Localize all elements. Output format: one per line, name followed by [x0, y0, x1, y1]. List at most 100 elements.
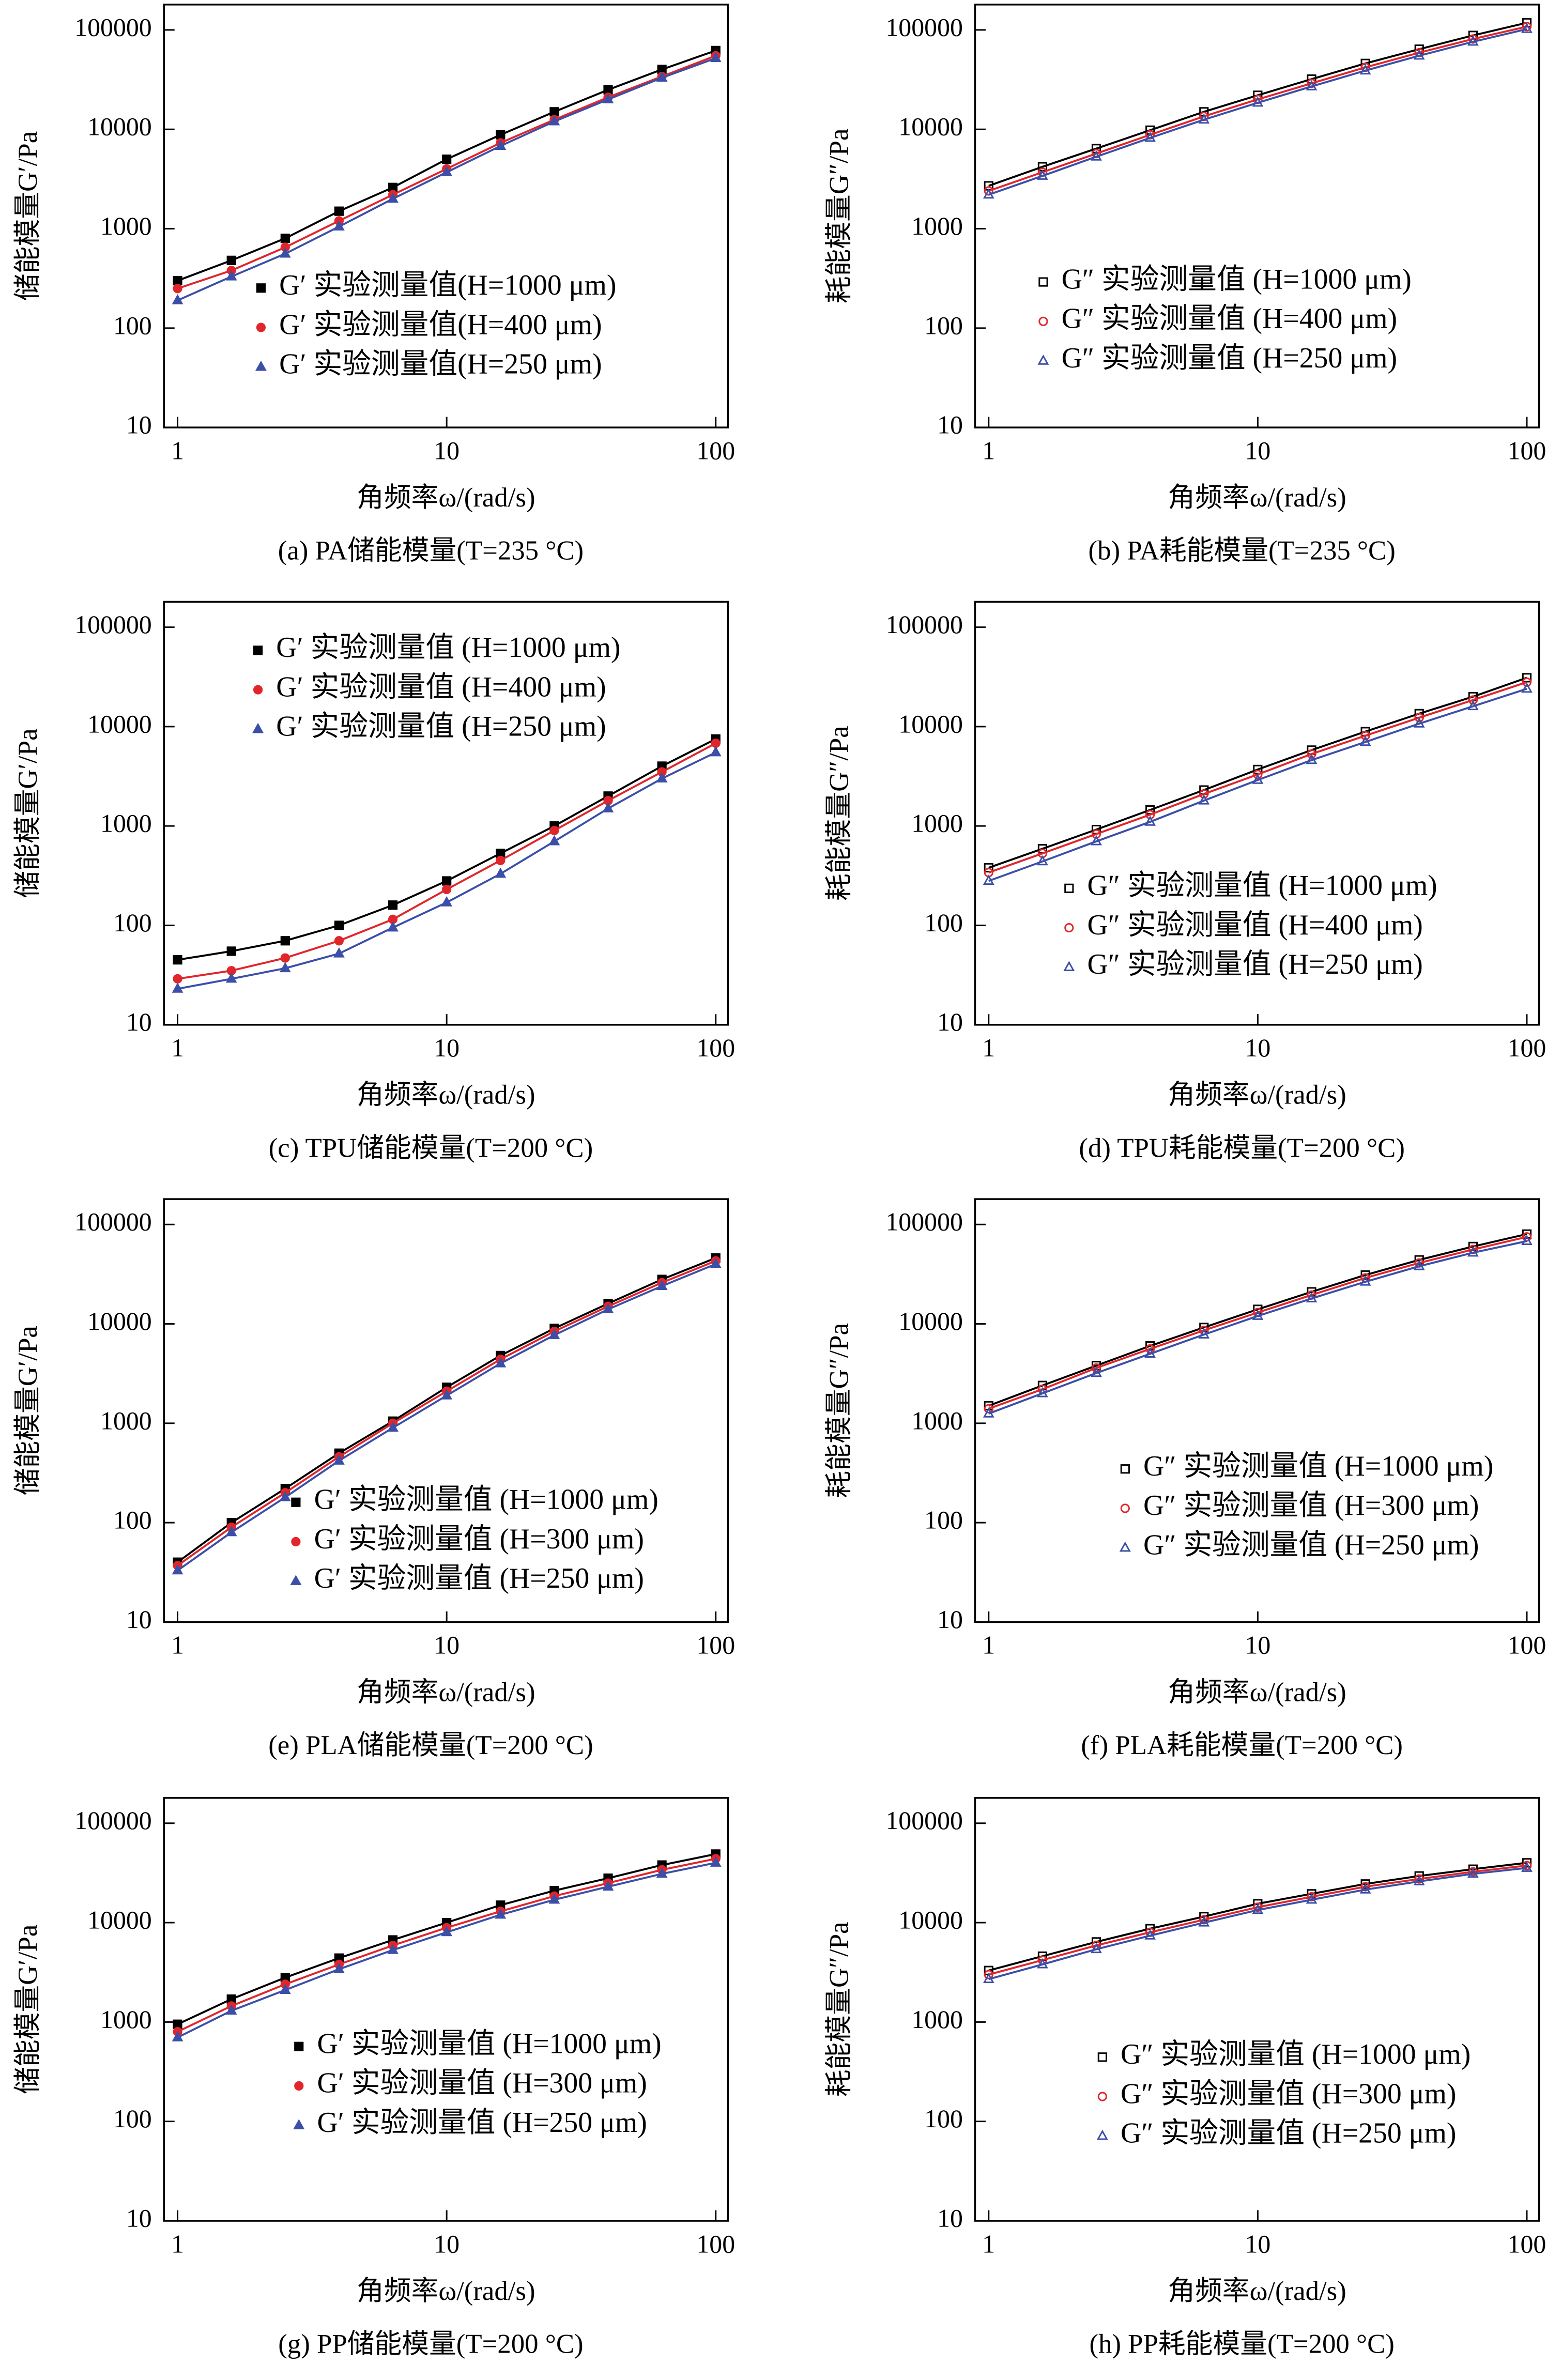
panel: 1 10 100 10 100 1000 10000 100000 角频率ω/(rad/s) 储能…	[13, 1198, 735, 1760]
marker	[1144, 1929, 1156, 1940]
legend-symbol	[256, 283, 266, 293]
y-tick-label: 100	[924, 909, 963, 937]
marker	[602, 1303, 614, 1313]
marker	[1414, 713, 1424, 723]
marker	[172, 294, 183, 304]
legend-symbol	[1064, 923, 1074, 933]
marker	[1360, 731, 1370, 741]
marker	[172, 1564, 183, 1575]
marker	[983, 1407, 994, 1418]
x-tick-label: 10	[1245, 1034, 1270, 1062]
fit-line	[177, 1260, 716, 1567]
y-axis-label: 储能模量G′/Pa	[13, 131, 43, 301]
marker	[333, 1962, 345, 1973]
marker	[334, 936, 344, 946]
marker	[602, 93, 614, 103]
marker	[1091, 1366, 1102, 1377]
x-axis-label: 角频率ω/(rad/s)	[357, 1080, 535, 1110]
legend-marker	[253, 685, 263, 695]
panel: 1 10 100 10 100 1000 10000 100000 角频率ω/(rad/s) 储能…	[13, 1796, 735, 2359]
marker	[173, 974, 182, 984]
marker	[1199, 1915, 1209, 1925]
legend-marker	[256, 283, 266, 293]
legend-marker	[253, 646, 263, 655]
y-tick-label: 1000	[911, 809, 963, 838]
marker	[1198, 1916, 1210, 1927]
legend-symbol	[253, 685, 263, 695]
marker	[548, 115, 560, 126]
marker	[226, 946, 236, 956]
x-tick-label: 100	[1508, 2230, 1546, 2258]
marker	[1306, 80, 1318, 90]
x-axis-label: 角频率ω/(rad/s)	[1168, 1677, 1346, 1707]
marker	[1144, 816, 1156, 826]
legend-symbol	[1097, 2092, 1107, 2101]
y-tick-label: 10	[126, 411, 152, 439]
marker	[441, 1389, 453, 1400]
legend-symbol	[255, 360, 267, 371]
marker	[1467, 35, 1479, 46]
marker	[333, 947, 345, 958]
legend-symbol	[1038, 277, 1048, 287]
marker	[1360, 1879, 1370, 1889]
marker	[280, 953, 290, 963]
legend-label: G′ 实验测量值 (H=1000 μm)	[314, 1484, 659, 1516]
marker	[1198, 113, 1210, 124]
marker	[983, 874, 994, 885]
y-tick-label: 100	[924, 2105, 963, 2133]
legend-marker	[1120, 1503, 1130, 1513]
y-tick-label: 10000	[898, 1307, 963, 1335]
marker	[441, 1926, 453, 1937]
caption: (e) PLA储能模量(T=200 °C)	[268, 1730, 593, 1760]
legend-symbol	[291, 1497, 301, 1507]
plot-frame	[163, 1198, 729, 1623]
marker	[495, 1908, 507, 1919]
x-tick-label: 100	[1508, 1034, 1546, 1062]
marker	[1467, 1867, 1479, 1878]
y-tick-label: 10000	[87, 1906, 152, 1934]
marker	[1144, 1347, 1156, 1358]
marker	[279, 1491, 291, 1501]
marker	[1091, 150, 1102, 161]
caption: (c) TPU储能模量(T=200 °C)	[269, 1133, 593, 1163]
legend-symbol	[291, 1537, 301, 1547]
legend-symbol	[1096, 2129, 1108, 2140]
panel: 1 10 100 10 100 1000 10000 100000 角频率ω/(rad/s) 耗能…	[824, 601, 1546, 1163]
fit-line	[988, 1864, 1527, 1976]
y-tick-label: 10	[126, 1605, 152, 1634]
marker	[1359, 1883, 1371, 1894]
marker	[1522, 22, 1532, 32]
legend-marker	[291, 1537, 301, 1547]
x-axis-label: 角频率ω/(rad/s)	[357, 1677, 535, 1707]
panel: 1 10 100 10 100 1000 10000 100000 角频率ω/(rad/s) 耗能…	[824, 4, 1546, 566]
fit-line	[988, 687, 1527, 882]
legend-marker	[1038, 316, 1048, 326]
y-tick-label: 1000	[100, 809, 152, 838]
legend-marker	[1097, 2052, 1107, 2062]
marker	[983, 1973, 994, 1984]
marker	[1467, 700, 1479, 711]
y-axis-label: 耗能模量G″/Pa	[824, 1922, 854, 2097]
marker	[333, 220, 345, 231]
marker	[1360, 1882, 1370, 1892]
y-tick-label: 1000	[911, 212, 963, 240]
legend-symbol	[290, 1575, 302, 1585]
marker	[334, 920, 344, 930]
fit-line	[988, 681, 1527, 874]
marker	[1359, 735, 1371, 746]
marker	[334, 206, 344, 216]
marker	[1252, 774, 1264, 784]
marker	[225, 270, 237, 281]
legend-symbol	[252, 723, 264, 733]
fit-line	[988, 1862, 1527, 1972]
marker	[710, 1257, 722, 1268]
legend-symbol	[1120, 1503, 1130, 1513]
marker	[602, 802, 614, 812]
marker	[1199, 789, 1209, 799]
panel: 1 10 100 10 100 1000 10000 100000 角频率ω/(rad/s) 耗能…	[824, 1796, 1546, 2359]
legend-label: G″ 实验测量值 (H=250 μm)	[1087, 948, 1422, 980]
y-tick-label: 10	[937, 1605, 963, 1634]
legend-label: G″ 实验测量值 (H=1000 μm)	[1062, 263, 1412, 295]
marker	[656, 71, 668, 82]
